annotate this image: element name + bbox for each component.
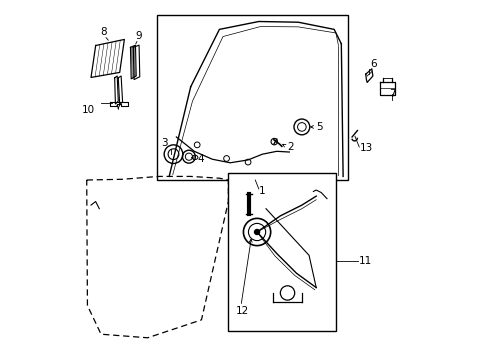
Text: 3: 3	[161, 138, 168, 148]
Text: 7: 7	[388, 89, 395, 99]
Text: 10: 10	[82, 105, 95, 115]
Bar	[156, 15, 348, 180]
Text: 13: 13	[359, 143, 372, 153]
Text: 12: 12	[235, 306, 248, 316]
Text: 11: 11	[359, 256, 372, 266]
Text: 6: 6	[369, 59, 376, 69]
Text: 5: 5	[316, 122, 322, 132]
Text: 9: 9	[135, 31, 142, 41]
Text: 2: 2	[286, 142, 293, 152]
Text: 4: 4	[197, 154, 203, 164]
Bar	[228, 173, 335, 330]
Text: 8: 8	[101, 27, 107, 37]
Circle shape	[254, 229, 259, 234]
Text: 1: 1	[258, 186, 265, 197]
